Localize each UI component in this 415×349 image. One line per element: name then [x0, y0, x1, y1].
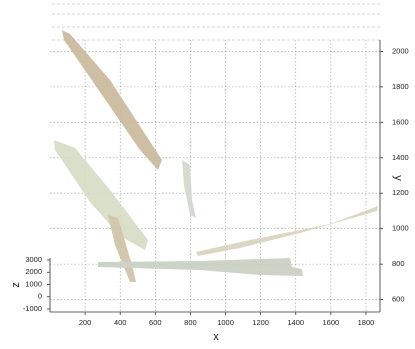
x-tick-label: 1200	[252, 318, 269, 327]
cloud-segment	[54, 140, 148, 250]
point-cloud	[54, 30, 378, 282]
y-tick-label: 1400	[392, 153, 409, 162]
x-axis-label: x	[213, 331, 219, 343]
x-tick-label: 400	[114, 318, 127, 327]
z-tick-label: -1000	[23, 304, 42, 313]
z-tick-label: 1000	[25, 279, 42, 288]
z-axis-label: z	[10, 282, 22, 288]
y-tick-label: 2000	[392, 46, 409, 55]
y-tick-label: 600	[392, 295, 405, 304]
x-tick-label: 1000	[217, 318, 234, 327]
y-axis-label: y	[392, 175, 404, 181]
x-tick-label: 1400	[287, 318, 304, 327]
cloud-segment	[62, 30, 162, 170]
y-tick-label: 1800	[392, 82, 409, 91]
y-tick-label: 1600	[392, 117, 409, 126]
x-tick-label: 600	[149, 318, 162, 327]
y-tick-label: 1000	[392, 224, 409, 233]
z-tick-label: 3000	[25, 255, 42, 264]
x-tick-label: 1800	[358, 318, 375, 327]
chart: x y z 200 400 600 800 1000 1200 1400 1600 1800 60…	[0, 0, 415, 349]
cloud-segment	[196, 206, 378, 256]
z-tick-label: 0	[38, 292, 42, 301]
y-tick-label: 800	[392, 259, 405, 268]
cloud-segment	[182, 160, 196, 218]
y-tick-label: 1200	[392, 188, 409, 197]
x-tick-label: 200	[79, 318, 92, 327]
x-tick-label: 800	[184, 318, 197, 327]
x-tick-label: 1600	[323, 318, 340, 327]
z-tick-label: 2000	[25, 267, 42, 276]
